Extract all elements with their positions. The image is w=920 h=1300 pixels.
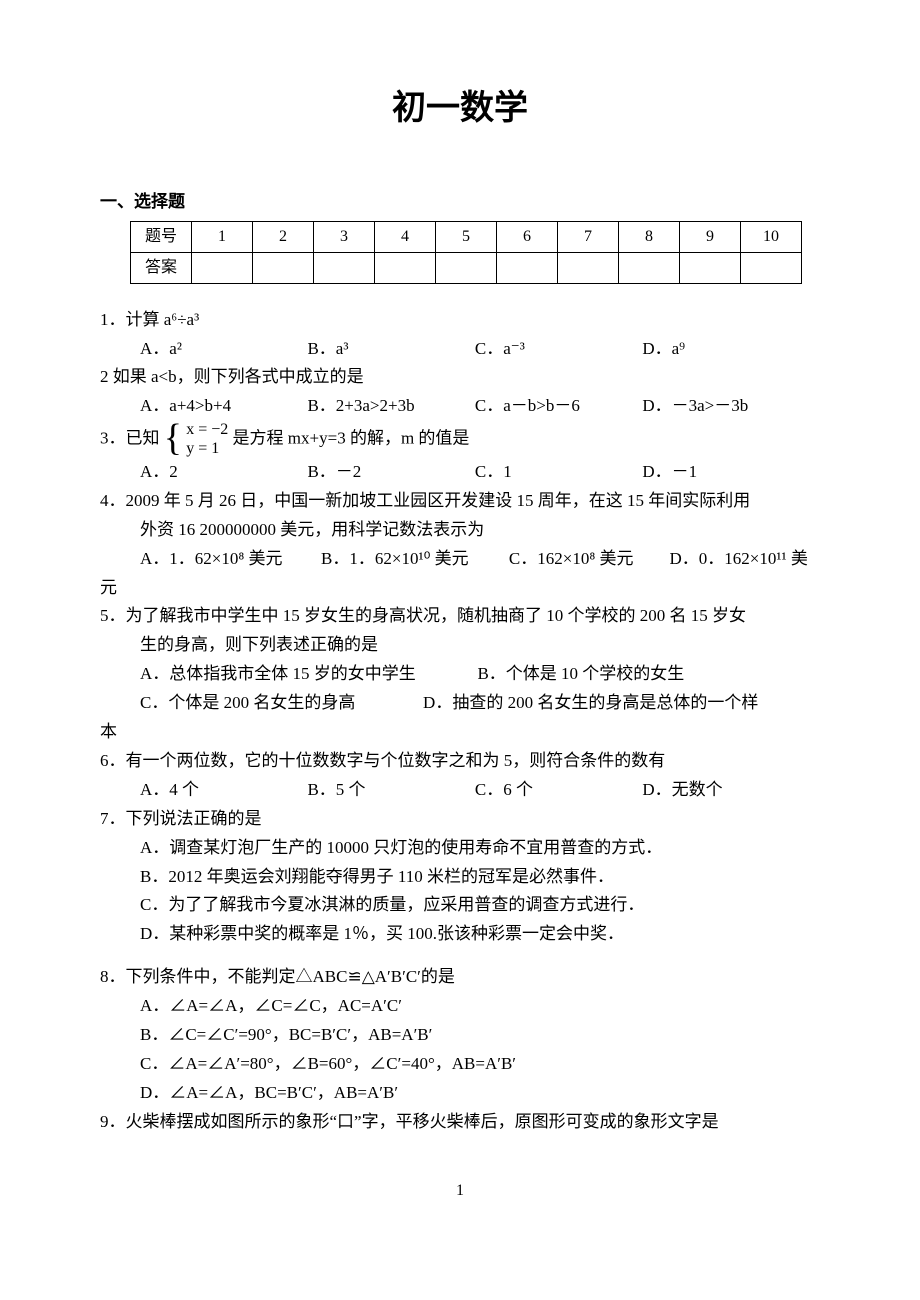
q1-opt-a: A．a²	[140, 335, 303, 364]
grid-ans	[619, 252, 680, 283]
q4-l2: 外资 16 200000000 美元，用科学记数法表示为	[100, 516, 820, 545]
grid-col: 2	[253, 221, 314, 252]
q5-tail: 本	[100, 718, 820, 747]
spacer	[100, 949, 820, 963]
grid-col: 10	[741, 221, 802, 252]
q7-opt-b: B．2012 年奥运会刘翔能夺得男子 110 米栏的冠军是必然事件．	[100, 863, 820, 892]
question-4: 4．2009 年 5 月 26 日，中国一新加坡工业园区开发建设 15 周年，在…	[100, 487, 820, 603]
q7-opt-a: A．调查某灯泡厂生产的 10000 只灯泡的使用寿命不宜用普查的方式．	[100, 834, 820, 863]
q5-opt-a: A．总体指我市全体 15 岁的女中学生	[140, 660, 473, 689]
answer-grid: 题号 1 2 3 4 5 6 7 8 9 10 答案	[130, 221, 802, 284]
q1-opt-c: C．a⁻³	[475, 335, 638, 364]
q2-options: A．a+4>b+4 B．2+3a>2+3b C．a－b>b－6 D．－3a>－3…	[100, 392, 820, 421]
grid-col: 1	[192, 221, 253, 252]
q3-opt-d: D．－1	[642, 458, 805, 487]
q4-options: A．1．62×10⁸ 美元 B．1．62×10¹⁰ 美元 C．162×10⁸ 美…	[100, 545, 820, 574]
q5-l1: 5．为了解我市中学生中 15 岁女生的身高状况，随机抽商了 10 个学校的 20…	[100, 602, 820, 631]
q3-pre: 3．已知	[100, 429, 160, 448]
q2-opt-c: C．a－b>b－6	[475, 392, 638, 421]
q4-l1: 4．2009 年 5 月 26 日，中国一新加坡工业园区开发建设 15 周年，在…	[100, 487, 820, 516]
grid-row-header: 题号 1 2 3 4 5 6 7 8 9 10	[131, 221, 802, 252]
q6-opt-b: B．5 个	[307, 776, 470, 805]
grid-ans	[192, 252, 253, 283]
q3-options: A．2 B．－2 C．1 D．－1	[100, 458, 820, 487]
question-1: 1．计算 a⁶÷a³ A．a² B．a³ C．a⁻³ D．a⁹	[100, 306, 820, 364]
q8-opt-c: C．∠A=∠A′=80°，∠B=60°，∠C′=40°，AB=A′B′	[100, 1050, 820, 1079]
q4-opt-d: D．0．162×10¹¹ 美	[670, 545, 820, 574]
grid-ans	[680, 252, 741, 283]
q6-options: A．4 个 B．5 个 C．6 个 D．无数个	[100, 776, 820, 805]
grid-label-ans: 答案	[131, 252, 192, 283]
q5-l2: 生的身高，则下列表述正确的是	[100, 631, 820, 660]
grid-ans	[741, 252, 802, 283]
section-header: 一、选择题	[100, 188, 820, 217]
grid-ans	[436, 252, 497, 283]
question-9: 9．火柴棒摆成如图所示的象形“口”字，平移火柴棒后，原图形可变成的象形文字是	[100, 1108, 820, 1137]
grid-col: 8	[619, 221, 680, 252]
question-7: 7．下列说法正确的是 A．调查某灯泡厂生产的 10000 只灯泡的使用寿命不宜用…	[100, 805, 820, 949]
q7-opt-c: C．为了了解我市今夏冰淇淋的质量，应采用普查的调查方式进行．	[100, 891, 820, 920]
q5-opt-b: B．个体是 10 个学校的女生	[477, 660, 810, 689]
q8-opt-b: B．∠C=∠C′=90°，BC=B′C′，AB=A′B′	[100, 1021, 820, 1050]
grid-ans	[253, 252, 314, 283]
q6-opt-a: A．4 个	[140, 776, 303, 805]
page: 初一数学 一、选择题 题号 1 2 3 4 5 6 7 8 9 10 答案	[0, 0, 920, 1244]
q8-opt-d: D．∠A=∠A，BC=B′C′，AB=A′B′	[100, 1079, 820, 1108]
q7-stem: 7．下列说法正确的是	[100, 805, 820, 834]
q1-stem: 1．计算 a⁶÷a³	[100, 306, 820, 335]
grid-col: 9	[680, 221, 741, 252]
q2-opt-b: B．2+3a>2+3b	[307, 392, 470, 421]
q1-opt-d: D．a⁹	[642, 335, 805, 364]
q3-system: x = −2 y = 1	[186, 421, 228, 458]
grid-ans	[375, 252, 436, 283]
grid-col: 7	[558, 221, 619, 252]
q2-opt-d: D．－3a>－3b	[642, 392, 805, 421]
q3-opt-a: A．2	[140, 458, 303, 487]
q3-sys1: x = −2	[186, 421, 228, 438]
q5-opt-c: C．个体是 200 名女生的身高	[140, 689, 419, 718]
grid-ans	[314, 252, 375, 283]
q7-opt-d: D．某种彩票中奖的概率是 1％，买 100.张该种彩票一定会中奖．	[100, 920, 820, 949]
q5-options-r2: C．个体是 200 名女生的身高 D．抽查的 200 名女生的身高是总体的一个样	[100, 689, 820, 718]
question-2: 2 如果 a<b，则下列各式中成立的是 A．a+4>b+4 B．2+3a>2+3…	[100, 363, 820, 421]
q3-post: 是方程 mx+y=3 的解，m 的值是	[233, 429, 470, 448]
q1-options: A．a² B．a³ C．a⁻³ D．a⁹	[100, 335, 820, 364]
q3-stem: 3．已知 { x = −2 y = 1 是方程 mx+y=3 的解，m 的值是	[100, 421, 820, 458]
q2-stem: 2 如果 a<b，则下列各式中成立的是	[100, 363, 820, 392]
question-8: 8．下列条件中，不能判定△ABC≌△A′B′C′的是 A．∠A=∠A，∠C=∠C…	[100, 963, 820, 1107]
question-6: 6．有一个两位数，它的十位数数字与个位数字之和为 5，则符合条件的数有 A．4 …	[100, 747, 820, 805]
q8-opt-a: A．∠A=∠A，∠C=∠C，AC=A′C′	[100, 992, 820, 1021]
grid-label-num: 题号	[131, 221, 192, 252]
q9-stem: 9．火柴棒摆成如图所示的象形“口”字，平移火柴棒后，原图形可变成的象形文字是	[100, 1108, 820, 1137]
page-number: 1	[100, 1177, 820, 1204]
q6-opt-d: D．无数个	[642, 776, 805, 805]
q4-tail: 元	[100, 574, 820, 603]
q1-opt-b: B．a³	[307, 335, 470, 364]
question-5: 5．为了解我市中学生中 15 岁女生的身高状况，随机抽商了 10 个学校的 20…	[100, 602, 820, 746]
q3-sys2: y = 1	[186, 440, 219, 457]
q3-opt-b: B．－2	[307, 458, 470, 487]
q3-opt-c: C．1	[475, 458, 638, 487]
grid-col: 3	[314, 221, 375, 252]
q6-stem: 6．有一个两位数，它的十位数数字与个位数字之和为 5，则符合条件的数有	[100, 747, 820, 776]
q4-opt-b: B．1．62×10¹⁰ 美元	[321, 545, 505, 574]
question-3: 3．已知 { x = −2 y = 1 是方程 mx+y=3 的解，m 的值是 …	[100, 421, 820, 487]
grid-ans	[558, 252, 619, 283]
grid-ans	[497, 252, 558, 283]
q8-stem: 8．下列条件中，不能判定△ABC≌△A′B′C′的是	[100, 963, 820, 992]
q5-opt-d: D．抽查的 200 名女生的身高是总体的一个样	[423, 689, 817, 718]
grid-col: 6	[497, 221, 558, 252]
q5-options-r1: A．总体指我市全体 15 岁的女中学生 B．个体是 10 个学校的女生	[100, 660, 820, 689]
grid-row-answers: 答案	[131, 252, 802, 283]
grid-col: 5	[436, 221, 497, 252]
q4-opt-a: A．1．62×10⁸ 美元	[140, 545, 317, 574]
grid-col: 4	[375, 221, 436, 252]
q6-opt-c: C．6 个	[475, 776, 638, 805]
q4-opt-c: C．162×10⁸ 美元	[509, 545, 665, 574]
page-title: 初一数学	[100, 80, 820, 138]
